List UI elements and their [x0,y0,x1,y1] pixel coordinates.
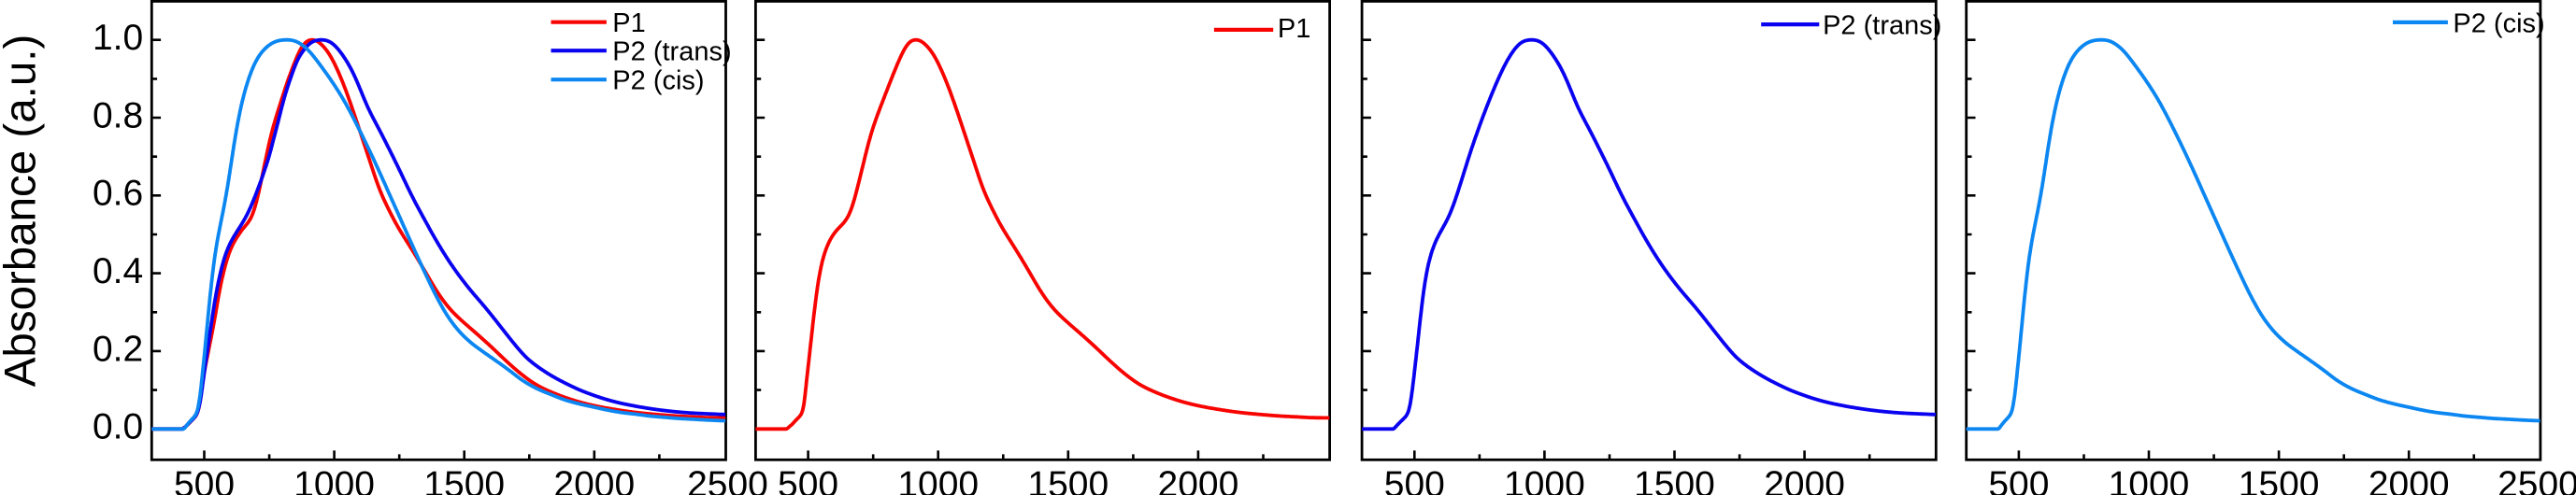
svg-text:2000: 2000 [553,464,635,495]
svg-text:P2 (trans): P2 (trans) [1823,11,1941,41]
svg-text:P1: P1 [612,8,645,38]
svg-text:500: 500 [1988,464,2049,495]
svg-text:0.2: 0.2 [93,329,143,369]
svg-text:Absorbance (a.u.): Absorbance (a.u.) [0,35,46,388]
svg-text:1000: 1000 [293,464,375,495]
svg-text:1000: 1000 [2109,464,2190,495]
svg-text:1500: 1500 [2239,464,2320,495]
svg-text:1.0: 1.0 [93,18,143,58]
svg-text:2500: 2500 [2497,464,2576,495]
svg-text:500: 500 [1384,464,1445,495]
svg-text:2000: 2000 [1764,464,1845,495]
svg-text:1000: 1000 [1504,464,1585,495]
svg-text:2000: 2000 [1158,464,1239,495]
svg-text:500: 500 [174,464,235,495]
svg-text:P2 (cis): P2 (cis) [612,66,704,96]
svg-text:P2 (cis): P2 (cis) [2453,8,2544,38]
svg-text:0.0: 0.0 [93,407,143,447]
svg-text:2000: 2000 [2368,464,2450,495]
svg-text:1500: 1500 [1634,464,1715,495]
svg-text:0.6: 0.6 [93,174,143,214]
svg-text:P2 (trans): P2 (trans) [612,37,731,67]
svg-text:1000: 1000 [897,464,979,495]
svg-text:0.4: 0.4 [93,251,143,291]
svg-text:P1: P1 [1278,14,1310,44]
svg-text:2500: 2500 [687,464,768,495]
svg-text:500: 500 [778,464,838,495]
svg-text:0.8: 0.8 [93,95,143,135]
svg-text:1500: 1500 [1027,464,1109,495]
svg-text:1500: 1500 [423,464,505,495]
